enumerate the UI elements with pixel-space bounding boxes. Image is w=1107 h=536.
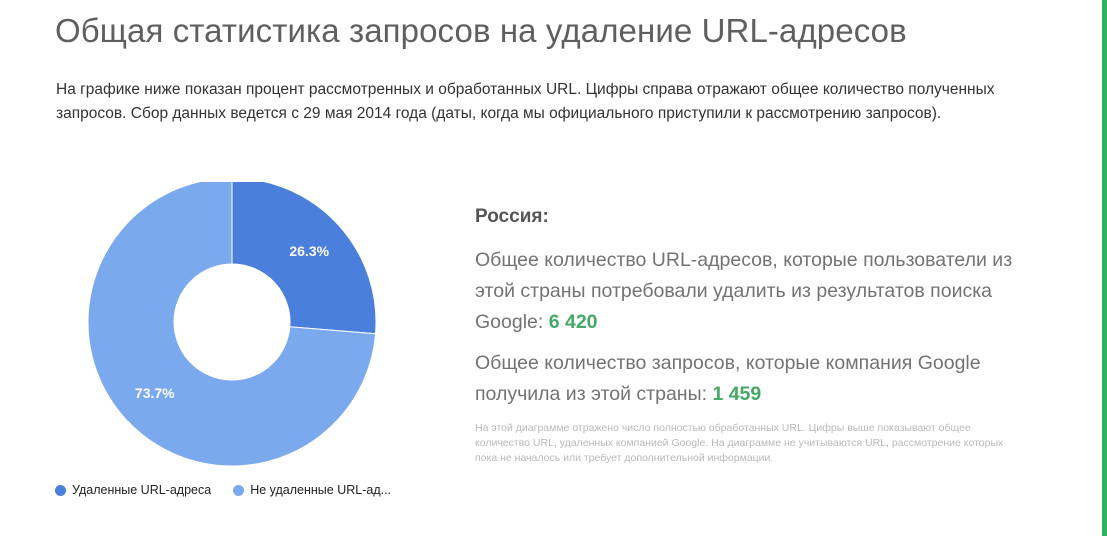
donut-chart: 26.3% 73.7%	[87, 182, 377, 467]
urls-stat-text: Общее количество URL-адресов, которые по…	[475, 249, 1013, 333]
urls-stat-value: 6 420	[548, 311, 598, 333]
country-heading: Россия:	[475, 206, 549, 227]
legend-item-not-removed[interactable]: Не удаленные URL-ад...	[233, 483, 391, 497]
requests-stat-value: 1 459	[712, 383, 762, 405]
page-title: Общая статистика запросов на удаление UR…	[55, 12, 907, 49]
intro-paragraph: На графике ниже показан процент рассмотр…	[56, 81, 995, 122]
legend-dot-removed	[55, 484, 66, 496]
chart-footnote: На этой диаграмме отражено число полност…	[475, 422, 1004, 464]
slice-label-removed: 26.3%	[289, 243, 329, 259]
requests-stat: Общее количество запросов, которые компа…	[475, 348, 1045, 410]
right-accent-bar	[1102, 0, 1107, 536]
slice-label-not-removed: 73.7%	[135, 385, 175, 401]
slice-removed[interactable]	[231, 182, 377, 335]
legend-item-removed[interactable]: Удаленные URL-адреса	[55, 483, 211, 497]
requests-stat-text: Общее количество запросов, которые компа…	[475, 352, 981, 405]
chart-legend: Удаленные URL-адреса Не удаленные URL-ад…	[55, 483, 413, 497]
legend-label-not-removed: Не удаленные URL-ад...	[250, 483, 392, 497]
legend-dot-not-removed	[233, 484, 245, 496]
urls-stat: Общее количество URL-адресов, которые по…	[475, 245, 1045, 338]
slice-not-removed[interactable]	[87, 182, 377, 467]
legend-label-removed: Удаленные URL-адреса	[72, 483, 212, 497]
